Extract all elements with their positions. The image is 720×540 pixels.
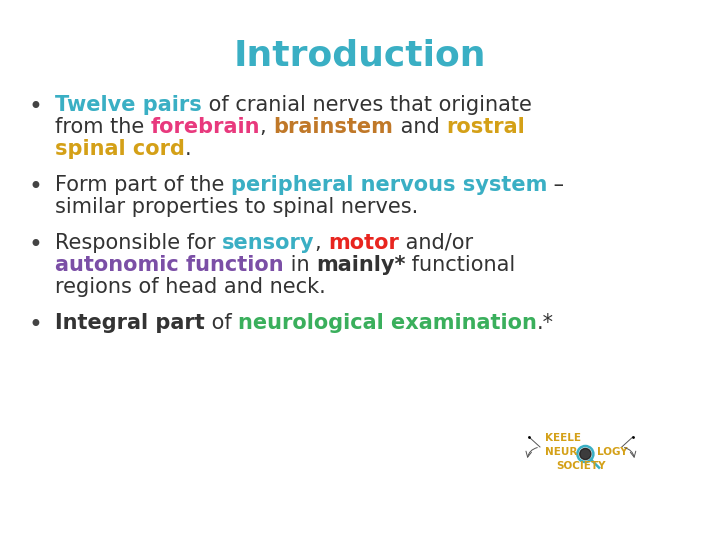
Text: sensory: sensory — [222, 233, 315, 253]
Text: Responsible for: Responsible for — [55, 233, 222, 253]
Text: functional: functional — [405, 255, 516, 275]
Text: rostral: rostral — [446, 117, 525, 137]
Text: Twelve pairs: Twelve pairs — [55, 95, 202, 115]
Text: KEELE: KEELE — [545, 433, 581, 443]
Text: LOGY: LOGY — [598, 447, 628, 457]
Circle shape — [580, 448, 591, 460]
Text: from the: from the — [55, 117, 151, 137]
Text: neurological examination: neurological examination — [238, 313, 537, 333]
Text: brainstem: brainstem — [274, 117, 394, 137]
Text: •: • — [28, 313, 42, 337]
Text: mainly*: mainly* — [316, 255, 405, 275]
Text: of cranial nerves that originate: of cranial nerves that originate — [202, 95, 531, 115]
Text: ,: , — [315, 233, 328, 253]
Text: of: of — [204, 313, 238, 333]
Text: •: • — [28, 175, 42, 199]
Text: .*: .* — [537, 313, 554, 333]
Text: ,: , — [261, 117, 274, 137]
Text: –: – — [547, 175, 564, 195]
Text: Form part of the: Form part of the — [55, 175, 231, 195]
Text: and/or: and/or — [399, 233, 473, 253]
Text: Introduction: Introduction — [234, 38, 486, 72]
Text: •: • — [28, 233, 42, 257]
Text: forebrain: forebrain — [151, 117, 261, 137]
Text: NEUR: NEUR — [545, 447, 577, 457]
Text: .: . — [185, 139, 192, 159]
Text: regions of head and neck.: regions of head and neck. — [55, 277, 325, 297]
Text: peripheral nervous system: peripheral nervous system — [231, 175, 547, 195]
Text: spinal cord: spinal cord — [55, 139, 185, 159]
Text: in: in — [284, 255, 316, 275]
Text: autonomic function: autonomic function — [55, 255, 284, 275]
Text: motor: motor — [328, 233, 399, 253]
Text: similar properties to spinal nerves.: similar properties to spinal nerves. — [55, 197, 418, 217]
Text: SOCIETY: SOCIETY — [556, 461, 606, 471]
Text: and: and — [394, 117, 446, 137]
Text: •: • — [28, 95, 42, 119]
Text: Integral part: Integral part — [55, 313, 204, 333]
